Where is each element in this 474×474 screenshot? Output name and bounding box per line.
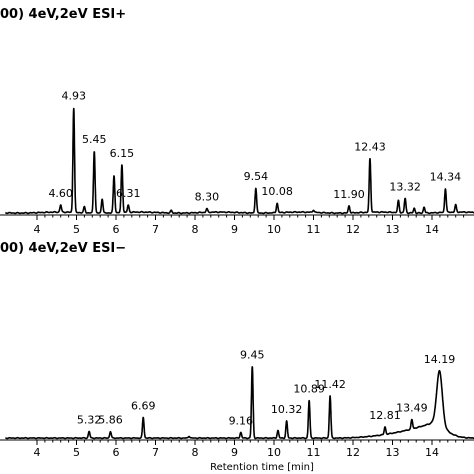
x-tick-label: 4: [34, 223, 41, 236]
peak-label: 4.93: [61, 90, 86, 103]
panel-esi-positive: 4 5 6 7 8 9 10 11 12 13 14 4.60 4.93 5.456.15 6.31 8.30…: [0, 90, 474, 236]
peak-label: 5.86: [98, 413, 123, 426]
x-tick-label: 11: [307, 446, 321, 459]
panel-esi-negative: 4 5 6 7 8 9 10 11 12 13 14 5.325.86 6.69 9.16 9.45 10.3…: [0, 349, 474, 459]
x-tick-label: 6: [113, 223, 120, 236]
peak-label: 9.16: [229, 414, 254, 427]
peak-label: 12.81: [369, 409, 401, 422]
peak-label: 11.90: [333, 188, 365, 201]
x-tick-label: 8: [192, 446, 199, 459]
x-tick-label: 8: [192, 223, 199, 236]
peak-label: 13.49: [396, 402, 428, 415]
x-tick-label: 13: [386, 223, 400, 236]
peak-label: 12.43: [354, 141, 386, 154]
x-tick-label: 14: [425, 446, 439, 459]
peak-label: 4.60: [48, 187, 73, 200]
x-tick-label: 5: [73, 446, 80, 459]
x-axis-label: Retention time [min]: [210, 462, 314, 473]
peak-label: 9.45: [240, 349, 265, 362]
x-tick-label: 9: [231, 223, 238, 236]
peak-label: 6.69: [131, 399, 156, 412]
peak-label: 10.89: [293, 382, 325, 395]
panel-title-esi-positive: 00) 4eV,2eV ESI+: [0, 7, 126, 22]
x-tick-label: 13: [386, 446, 400, 459]
x-tick-label: 7: [152, 446, 159, 459]
x-tick-label: 5: [73, 223, 80, 236]
x-tick-label: 9: [231, 446, 238, 459]
peak-label: 5.45: [82, 133, 107, 146]
peak-label: 14.19: [424, 353, 456, 366]
chromatogram-trace: [4, 366, 474, 440]
x-tick-label: 10: [267, 446, 281, 459]
peak-label: 10.32: [271, 403, 303, 416]
chromatogram-trace: [4, 107, 474, 215]
x-tick-label: 7: [152, 223, 159, 236]
peak-label: 13.32: [389, 180, 421, 193]
x-tick-label: 14: [425, 223, 439, 236]
peak-label: 5.32: [77, 413, 102, 426]
x-tick-label: 12: [346, 223, 360, 236]
x-tick-label: 12: [346, 446, 360, 459]
x-tick-label: 11: [307, 223, 321, 236]
peak-label: 6.15: [110, 147, 135, 160]
x-tick-label: 6: [113, 446, 120, 459]
panel-title-esi-negative: 00) 4eV,2eV ESI−: [0, 241, 126, 256]
peak-label: 9.54: [244, 170, 269, 183]
peak-label: 11.42: [314, 378, 346, 391]
peak-label: 6.31: [116, 187, 141, 200]
peak-label: 10.08: [261, 185, 293, 198]
peak-label: 8.30: [195, 191, 220, 204]
x-tick-label: 10: [267, 223, 281, 236]
peak-label: 14.34: [430, 171, 462, 184]
x-tick-label: 4: [34, 446, 41, 459]
